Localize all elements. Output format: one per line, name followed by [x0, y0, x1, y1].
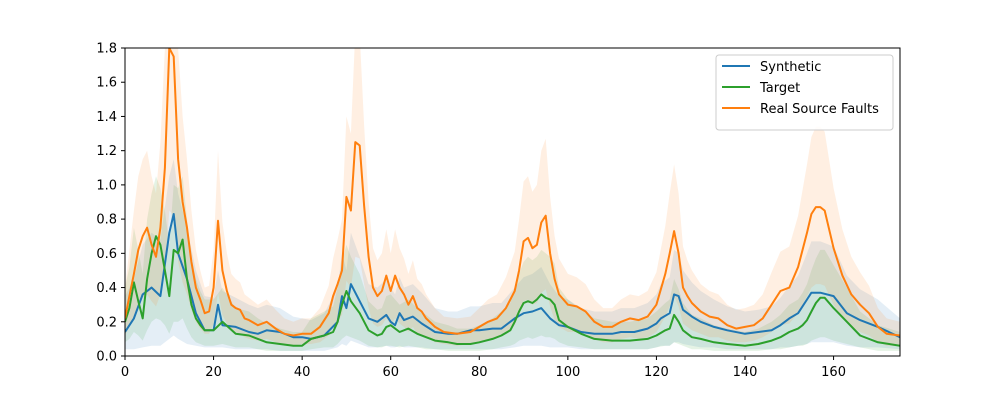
band-real-source-faults: [125, 48, 900, 346]
y-tick-label: 1.8: [96, 42, 117, 57]
y-tick-label: 0.0: [96, 350, 117, 365]
legend-label: Synthetic: [760, 60, 821, 75]
series-line-real-source-faults: [125, 48, 900, 337]
series-lines: [125, 48, 900, 347]
x-tick-label: 80: [471, 365, 488, 380]
x-tick-label: 40: [294, 365, 311, 380]
x-tick-label: 100: [555, 365, 580, 380]
y-tick-label: 0.6: [96, 247, 117, 262]
y-tick-label: 1.0: [96, 178, 117, 193]
legend: Synthetic Target Real Source Faults: [715, 54, 894, 131]
legend-label: Target: [759, 81, 800, 96]
x-tick-label: 140: [733, 365, 758, 380]
x-tick-label: 0: [121, 365, 129, 380]
series-line-target: [125, 235, 900, 347]
x-tick-label: 160: [821, 365, 846, 380]
plot-frame: [124, 47, 901, 357]
y-tick-label: 1.6: [96, 76, 117, 91]
y-tick-label: 0.2: [96, 315, 117, 330]
y-tick-label: 0.4: [96, 281, 117, 296]
legend-label: Real Source Faults: [760, 102, 879, 117]
x-tick-label: 120: [644, 365, 669, 380]
x-tick-label: 20: [205, 365, 222, 380]
x-axis: 0 20 40 60 80 100 120 140 160: [121, 356, 846, 380]
x-tick-label: 60: [382, 365, 399, 380]
y-tick-label: 1.4: [96, 110, 117, 125]
y-tick-label: 1.2: [96, 144, 117, 159]
band-synthetic: [125, 159, 900, 351]
confidence-bands: [125, 48, 900, 351]
y-axis: 0.0 0.2 0.4 0.6 0.8 1.0 1.2 1.4 1.6 1.8: [96, 42, 125, 365]
band-target: [125, 176, 900, 351]
y-tick-label: 0.8: [96, 213, 117, 228]
legend-box: [715, 54, 894, 131]
